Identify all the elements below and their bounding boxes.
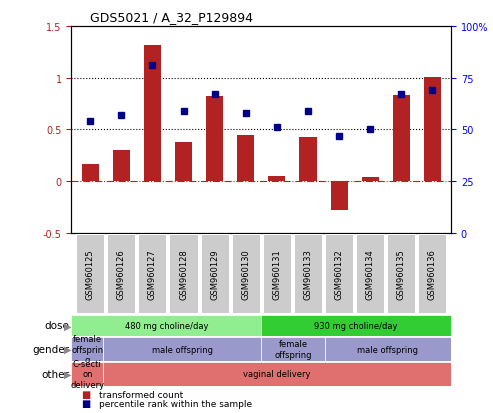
Bar (76, 234, 104, 313)
Text: GSM960126: GSM960126 (117, 248, 126, 299)
Text: dose: dose (44, 320, 69, 331)
Bar (299, 137, 317, 182)
Bar (294, 234, 322, 313)
Bar (82, 164, 99, 182)
Bar (144, 45, 161, 182)
Bar (113, 151, 130, 182)
Text: 480 mg choline/day: 480 mg choline/day (125, 321, 208, 330)
Bar (232, 234, 260, 313)
Text: transformed count: transformed count (99, 390, 183, 399)
Bar (263, 234, 291, 313)
Bar (261, 337, 324, 361)
Text: C-secti
on
delivery: C-secti on delivery (70, 359, 105, 389)
Bar (139, 234, 167, 313)
Text: GSM960133: GSM960133 (304, 248, 313, 299)
Text: female
offsprin
g: female offsprin g (71, 335, 104, 364)
Bar (324, 337, 451, 361)
Bar (71, 315, 261, 336)
Bar (362, 178, 379, 182)
Text: male offspring: male offspring (152, 345, 212, 354)
Bar (170, 234, 198, 313)
Text: percentile rank within the sample: percentile rank within the sample (99, 399, 252, 408)
Text: male offspring: male offspring (357, 345, 419, 354)
Text: vaginal delivery: vaginal delivery (244, 370, 311, 378)
Text: GSM960130: GSM960130 (241, 248, 250, 299)
Text: ■: ■ (81, 389, 91, 399)
Text: 930 mg choline/day: 930 mg choline/day (315, 321, 398, 330)
Text: female
offspring: female offspring (274, 339, 312, 359)
Bar (71, 337, 103, 361)
Text: GSM960125: GSM960125 (86, 248, 95, 299)
Bar (201, 234, 229, 313)
Bar (393, 96, 410, 182)
Text: GSM960132: GSM960132 (335, 248, 344, 299)
Bar (237, 135, 254, 182)
Bar (325, 234, 353, 313)
Text: GSM960127: GSM960127 (148, 248, 157, 299)
Bar (261, 315, 451, 336)
Bar (387, 234, 415, 313)
Text: GSM960129: GSM960129 (210, 248, 219, 299)
Bar (103, 337, 261, 361)
Bar (71, 362, 103, 386)
Bar (330, 182, 348, 211)
Bar (424, 77, 441, 182)
Bar (206, 97, 223, 182)
Bar (107, 234, 135, 313)
Text: GSM960135: GSM960135 (397, 248, 406, 299)
Text: GSM960131: GSM960131 (272, 248, 282, 299)
Text: ▶: ▶ (64, 369, 71, 379)
Bar (356, 234, 384, 313)
Text: ▶: ▶ (64, 344, 71, 354)
Text: other: other (41, 369, 69, 379)
Text: GSM960136: GSM960136 (428, 248, 437, 299)
Bar (419, 234, 447, 313)
Text: GSM960128: GSM960128 (179, 248, 188, 299)
Text: GDS5021 / A_32_P129894: GDS5021 / A_32_P129894 (91, 11, 253, 24)
Bar (268, 177, 285, 182)
Text: ▶: ▶ (64, 320, 71, 331)
Text: GSM960134: GSM960134 (366, 248, 375, 299)
Text: gender: gender (32, 344, 69, 354)
Bar (175, 142, 192, 182)
Text: ■: ■ (81, 398, 91, 408)
